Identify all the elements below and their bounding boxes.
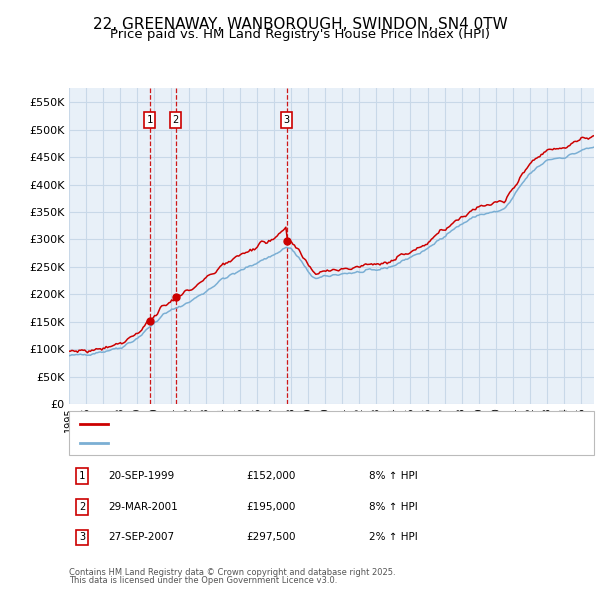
Text: £152,000: £152,000 [246, 471, 295, 481]
Text: 29-MAR-2001: 29-MAR-2001 [108, 502, 178, 512]
Text: £297,500: £297,500 [246, 533, 296, 542]
Text: 1: 1 [79, 471, 85, 481]
Text: 22, GREENAWAY, WANBOROUGH, SWINDON, SN4 0TW (detached house): 22, GREENAWAY, WANBOROUGH, SWINDON, SN4 … [114, 419, 491, 428]
Text: 8% ↑ HPI: 8% ↑ HPI [369, 502, 418, 512]
Text: 1: 1 [146, 115, 153, 125]
Text: 27-SEP-2007: 27-SEP-2007 [108, 533, 174, 542]
Text: 3: 3 [79, 533, 85, 542]
Text: 22, GREENAWAY, WANBOROUGH, SWINDON, SN4 0TW: 22, GREENAWAY, WANBOROUGH, SWINDON, SN4 … [92, 17, 508, 31]
Text: Contains HM Land Registry data © Crown copyright and database right 2025.: Contains HM Land Registry data © Crown c… [69, 568, 395, 577]
Text: 8% ↑ HPI: 8% ↑ HPI [369, 471, 418, 481]
Text: £195,000: £195,000 [246, 502, 295, 512]
Text: 20-SEP-1999: 20-SEP-1999 [108, 471, 174, 481]
Text: Price paid vs. HM Land Registry's House Price Index (HPI): Price paid vs. HM Land Registry's House … [110, 28, 490, 41]
Text: This data is licensed under the Open Government Licence v3.0.: This data is licensed under the Open Gov… [69, 576, 337, 585]
Text: 2: 2 [79, 502, 85, 512]
Text: 2: 2 [172, 115, 179, 125]
Text: HPI: Average price, detached house, Swindon: HPI: Average price, detached house, Swin… [114, 438, 351, 448]
Text: 2% ↑ HPI: 2% ↑ HPI [369, 533, 418, 542]
Text: 3: 3 [283, 115, 290, 125]
